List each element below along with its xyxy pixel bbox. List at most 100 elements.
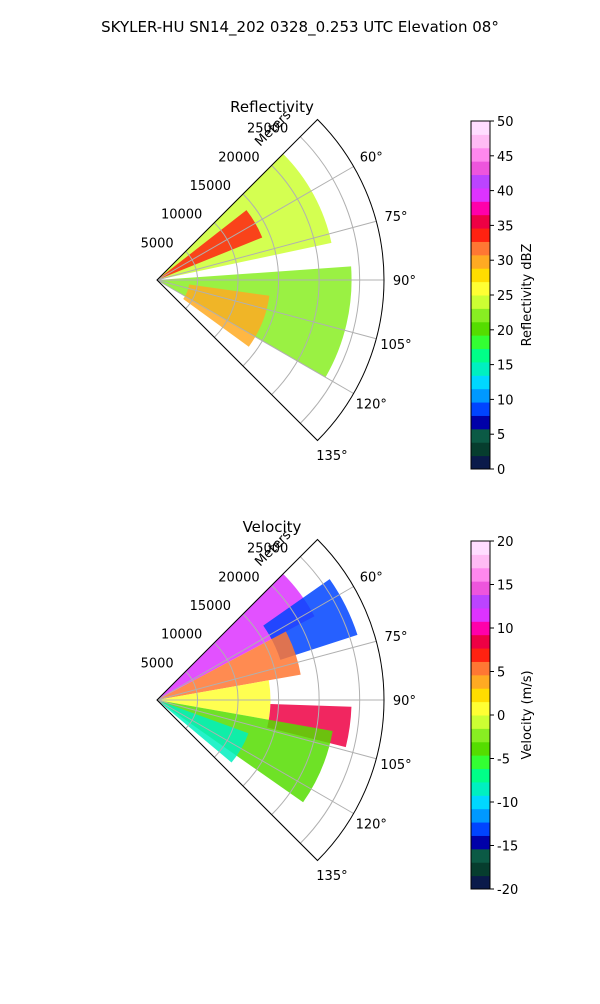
colorbar-segment-22 (471, 161, 490, 176)
colorbar-tick-label-5: 5 (497, 666, 505, 681)
radial-tick-label-4: 25000 (247, 542, 288, 557)
colorbar-tick-label-7: 15 (497, 579, 514, 594)
colorbar-segment-10 (471, 741, 490, 756)
colorbar-segment-13 (471, 281, 490, 296)
colorbar-segment-7 (471, 781, 490, 796)
colorbar-tick-label-1: -15 (497, 840, 518, 855)
colorbar-tick-label-9: 45 (497, 150, 514, 165)
colorbar-tick-label-6: 10 (497, 622, 514, 637)
colorbar-segment-19 (471, 621, 490, 636)
reflectivity-sector-frame (156, 118, 385, 442)
colorbar-segment-16 (471, 241, 490, 256)
azimuth-spoke-0 (156, 166, 354, 281)
azimuth-tick-label-0: 60° (360, 150, 383, 165)
azimuth-tick-label-5: 135° (316, 869, 347, 884)
radial-tick-label-2: 15000 (190, 179, 231, 194)
azimuth-tick-label-2: 90° (393, 274, 416, 289)
colorbar-segment-7 (471, 361, 490, 376)
radial-tick-label-1: 10000 (161, 208, 202, 223)
colorbar-tick-label-3: -5 (497, 753, 510, 768)
azimuth-tick-label-4: 120° (356, 818, 387, 833)
colorbar-segment-3 (471, 835, 490, 850)
colorbar-segment-2 (471, 848, 490, 863)
colorbar-segment-4 (471, 822, 490, 836)
colorbar-tick-label-0: -20 (497, 883, 518, 898)
colorbar-segment-15 (471, 674, 490, 689)
colorbar-segment-1 (471, 442, 490, 457)
colorbar-segment-0 (471, 455, 490, 470)
reflectivity-colorbar: 0 5 10 15 20 25 30 35 40 45 50 (470, 115, 514, 478)
colorbar-segment-6 (471, 795, 490, 810)
velocity-azimuth-ticks: 60° 75° 90° 105° 120° 135° (316, 570, 416, 884)
colorbar-segment-21 (471, 174, 490, 189)
colorbar-tick-label-3: 15 (497, 359, 514, 374)
azimuth-tick-label-4: 120° (356, 398, 387, 413)
reflectivity-grid (156, 136, 384, 441)
colorbar-segment-9 (471, 755, 490, 770)
colorbar-segment-23 (471, 147, 490, 162)
azimuth-tick-label-3: 105° (380, 758, 411, 773)
colorbar-tick-label-10: 50 (497, 115, 514, 130)
radial-tick-label-2: 15000 (190, 599, 231, 614)
colorbar-segment-16 (471, 661, 490, 676)
colorbar-segment-17 (471, 228, 490, 242)
colorbar-tick-label-1: 5 (497, 428, 505, 443)
radial-tick-label-3: 20000 (218, 570, 259, 585)
azimuth-tick-label-3: 105° (380, 338, 411, 353)
azimuth-spoke-3 (156, 699, 377, 760)
radial-tick-label-0: 5000 (141, 236, 174, 251)
azimuth-tick-label-2: 90° (393, 694, 416, 709)
sector-outline (156, 118, 385, 442)
colorbar-segment-17 (471, 648, 490, 662)
colorbar-segment-25 (471, 121, 490, 135)
colorbar-segment-12 (471, 295, 490, 309)
azimuth-tick-label-5: 135° (316, 449, 347, 464)
reflectivity-title: Reflectivity (230, 98, 314, 116)
echo-region-1 (157, 210, 263, 280)
velocity-title: Velocity (243, 518, 302, 536)
azimuth-tick-label-1: 75° (384, 210, 407, 225)
colorbar-segment-9 (471, 335, 490, 350)
colorbar-tick-label-0: 0 (497, 463, 505, 478)
azimuth-tick-label-1: 75° (384, 630, 407, 645)
azimuth-tick-label-0: 60° (360, 570, 383, 585)
azimuth-spoke-3 (156, 279, 377, 340)
colorbar-tick-label-6: 30 (497, 254, 514, 269)
azimuth-spoke-0 (156, 586, 354, 701)
azimuth-spoke-1 (156, 640, 377, 701)
echo-region-2 (157, 631, 301, 700)
colorbar-segment-14 (471, 688, 490, 703)
radial-tick-label-0: 5000 (141, 656, 174, 671)
colorbar-segment-22 (471, 581, 490, 596)
colorbar-segment-21 (471, 594, 490, 609)
colorbar-segment-5 (471, 388, 490, 403)
colorbar-segment-3 (471, 415, 490, 430)
colorbar-segment-15 (471, 254, 490, 269)
colorbar-segment-20 (471, 607, 490, 622)
echo-region-0 (157, 573, 315, 700)
colorbar-segment-20 (471, 187, 490, 202)
radial-tick-label-1: 10000 (161, 628, 202, 643)
colorbar-tick-label-4: 0 (497, 709, 505, 724)
velocity-colorbar: -20 -15 -10 -5 0 5 10 15 20 (470, 535, 518, 898)
reflectivity-colorbar-label: Reflectivity dBZ (520, 244, 535, 347)
colorbar-segment-23 (471, 567, 490, 582)
sector-outline (156, 538, 385, 862)
colorbar-tick-label-2: -10 (497, 796, 518, 811)
colorbar-segment-13 (471, 701, 490, 716)
colorbar-segment-6 (471, 375, 490, 390)
colorbar-segment-14 (471, 268, 490, 283)
colorbar-segment-2 (471, 428, 490, 443)
radial-tick-label-3: 20000 (218, 150, 259, 165)
radial-tick-label-4: 25000 (247, 122, 288, 137)
reflectivity-radial-ticks: 5000 10000 15000 20000 25000 (141, 122, 289, 252)
velocity-panel: Velocity 5000 10000 15000 20000 25000 60° 75°… (141, 518, 535, 898)
colorbar-segment-12 (471, 715, 490, 729)
azimuth-spoke-4 (156, 699, 354, 814)
colorbar-segment-11 (471, 308, 490, 323)
azimuth-spoke-1 (156, 220, 377, 281)
colorbar-segment-1 (471, 862, 490, 877)
colorbar-tick-label-4: 20 (497, 324, 514, 339)
colorbar-segment-8 (471, 768, 490, 783)
colorbar-tick-label-8: 40 (497, 185, 514, 200)
